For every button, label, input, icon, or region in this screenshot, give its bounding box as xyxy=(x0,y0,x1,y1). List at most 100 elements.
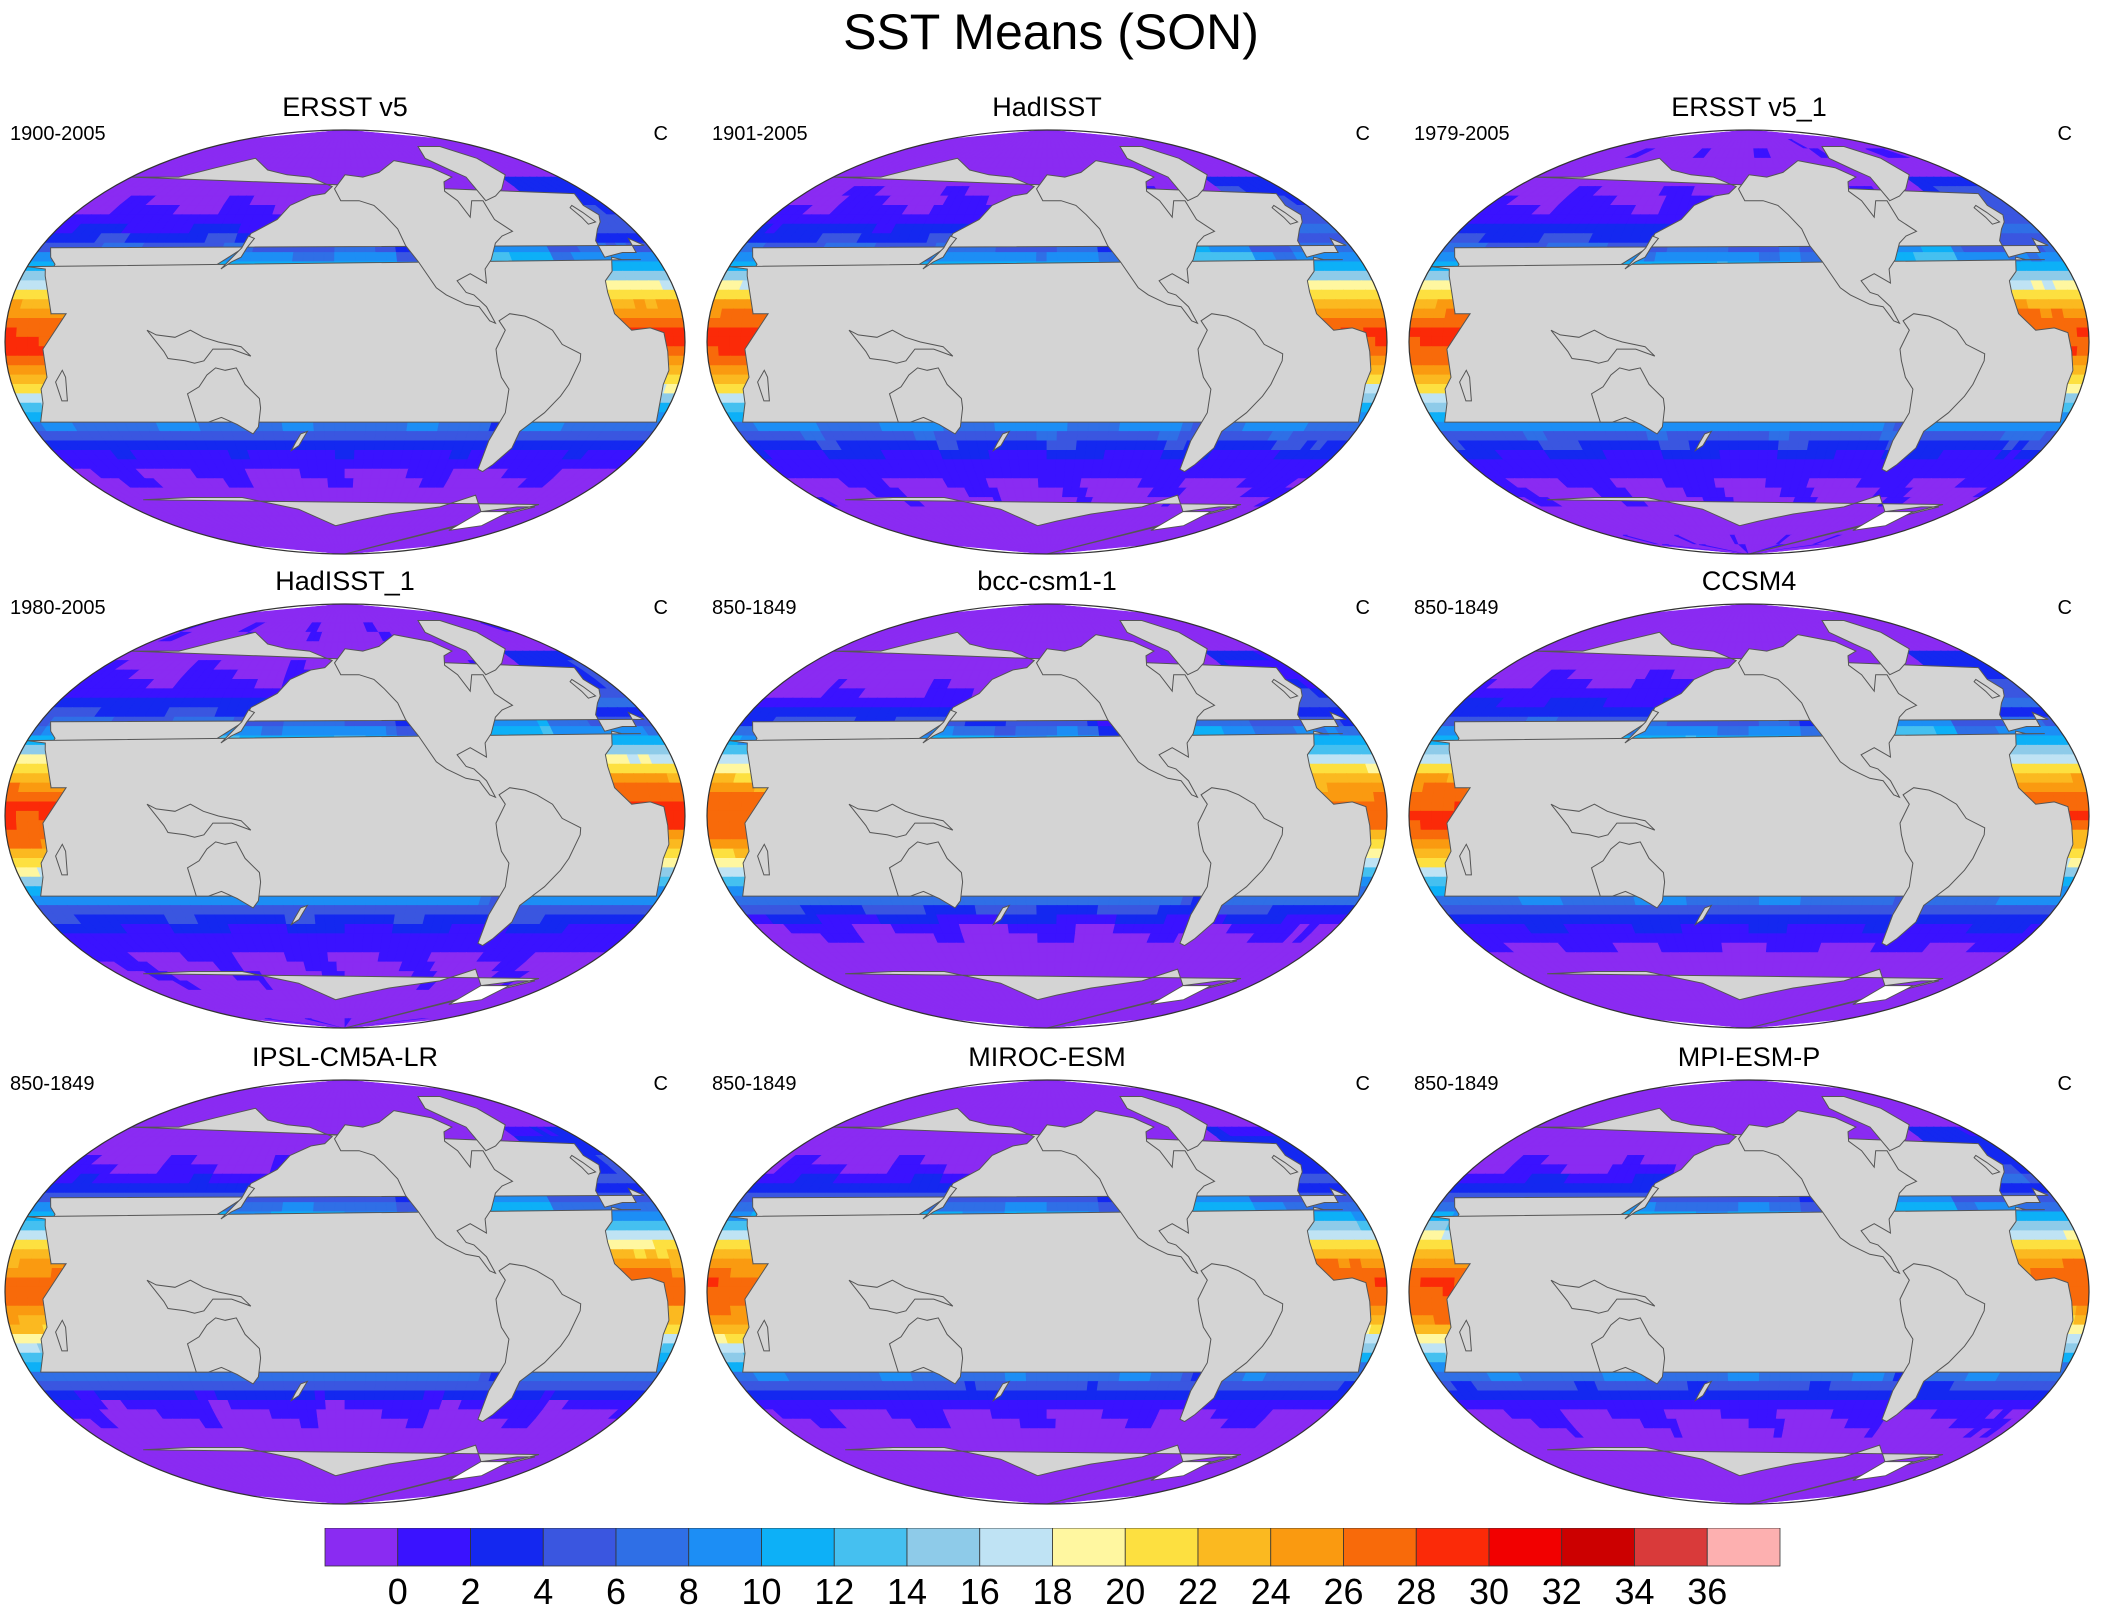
colorbar: 0 2 4 6 8 10 12 14 16 18 20 22 24 26 28 30 32 34 36 xyxy=(324,1528,1781,1612)
land-north-america xyxy=(333,160,514,325)
land-antarctica xyxy=(143,494,540,554)
land-uk xyxy=(1973,1154,2001,1175)
sst-field xyxy=(1409,604,2089,1028)
land-antarctica xyxy=(143,968,540,1028)
sst-field xyxy=(707,1080,1387,1504)
land-south-america xyxy=(1881,313,1986,473)
land-new-zealand xyxy=(290,430,309,452)
land-uk xyxy=(1973,678,2001,699)
land-south-america xyxy=(477,787,582,947)
world-map xyxy=(706,129,1388,555)
land-indonesia xyxy=(1550,803,1656,838)
land-south-america xyxy=(1179,1263,1284,1423)
sst-field xyxy=(707,130,1387,554)
world-map xyxy=(706,1079,1388,1505)
panel-units: C xyxy=(1356,1072,1370,1096)
land-africa xyxy=(729,256,1372,423)
land-greenland xyxy=(1119,146,1208,202)
sst-field xyxy=(5,130,685,554)
panel-title: MPI-ESM-P xyxy=(1404,1042,2094,1072)
colorbar-swatch xyxy=(1634,1528,1708,1567)
land-australia xyxy=(186,841,262,909)
colorbar-swatch xyxy=(761,1528,835,1567)
land-indonesia xyxy=(1550,329,1656,364)
colorbar-swatch xyxy=(1270,1528,1344,1567)
land-north-america xyxy=(1035,1110,1216,1275)
map-panel: CCSM4 850-1849 C xyxy=(1404,566,2094,1036)
colorbar-swatch xyxy=(833,1528,908,1567)
land-japan xyxy=(922,235,958,270)
land-north-america xyxy=(1737,634,1918,799)
land-madagascar xyxy=(1459,843,1472,876)
panel-period: 1900-2005 xyxy=(10,122,106,146)
land-uk xyxy=(1271,204,1299,225)
land-new-zealand xyxy=(992,1380,1011,1402)
land-indonesia xyxy=(146,1279,252,1314)
panel-units: C xyxy=(1356,596,1370,620)
land-madagascar xyxy=(757,369,770,402)
panel-title: MIROC-ESM xyxy=(702,1042,1392,1072)
colorbar-tick-label: 28 xyxy=(1396,1571,1436,1612)
panel-title: ERSST v5_1 xyxy=(1404,92,2094,122)
colorbar-tick-label: 8 xyxy=(679,1571,699,1612)
sst-field xyxy=(707,604,1387,1028)
colorbar-tick-label: 16 xyxy=(960,1571,1000,1612)
panel-period: 1901-2005 xyxy=(712,122,808,146)
land-greenland xyxy=(1119,1096,1208,1152)
world-map xyxy=(4,603,686,1029)
land-greenland xyxy=(1821,1096,1910,1152)
land-greenland xyxy=(417,146,506,202)
map-border xyxy=(706,129,1388,555)
land-antarctica xyxy=(143,1444,540,1504)
land-australia xyxy=(1590,1317,1666,1385)
land-australia xyxy=(1590,367,1666,435)
map-panel: ERSST v5 1900-2005 C xyxy=(0,92,690,562)
land-antarctic-ice xyxy=(1852,1461,1914,1481)
colorbar-swatch xyxy=(1343,1528,1417,1567)
colorbar-tick-label: 6 xyxy=(606,1571,626,1612)
land-madagascar xyxy=(1459,1319,1472,1352)
land-new-zealand xyxy=(992,430,1011,452)
panel-units: C xyxy=(2058,122,2072,146)
map-border xyxy=(706,1079,1388,1505)
land-uk xyxy=(1271,678,1299,699)
map-panel: MPI-ESM-P 850-1849 C xyxy=(1404,1042,2094,1512)
land-indonesia xyxy=(848,329,954,364)
land-antarctic-ice xyxy=(1150,985,1212,1005)
colorbar-swatch xyxy=(542,1528,617,1567)
land-japan xyxy=(220,235,256,270)
colorbar-swatch xyxy=(1052,1528,1126,1567)
colorbar-tick-label: 26 xyxy=(1323,1571,1363,1612)
colorbar-tick-label: 20 xyxy=(1105,1571,1145,1612)
land-uk xyxy=(1973,204,2001,225)
map-border xyxy=(1408,1079,2090,1505)
land-indonesia xyxy=(146,329,252,364)
land-antarctic-ice xyxy=(1150,1461,1212,1481)
colorbar-swatch xyxy=(1197,1528,1272,1567)
land-antarctica xyxy=(1547,494,1944,554)
colorbar-tick-label: 36 xyxy=(1687,1571,1727,1612)
panel-units: C xyxy=(654,1072,668,1096)
land-madagascar xyxy=(757,1319,770,1352)
colorbar-swatch xyxy=(906,1528,981,1567)
colorbar-swatch xyxy=(1415,1528,1490,1567)
panel-period: 850-1849 xyxy=(10,1072,95,1096)
colorbar-swatch xyxy=(979,1528,1053,1567)
colorbar-swatch xyxy=(1706,1528,1781,1567)
land-africa xyxy=(1431,1206,2074,1373)
land-north-america xyxy=(333,634,514,799)
colorbar-swatch xyxy=(1488,1528,1563,1567)
land-antarctic-ice xyxy=(448,511,510,531)
land-north-america xyxy=(1737,160,1918,325)
land-antarctic-ice xyxy=(1150,511,1212,531)
land-new-zealand xyxy=(1694,904,1713,926)
world-map xyxy=(706,603,1388,1029)
world-map xyxy=(4,1079,686,1505)
land-north-america xyxy=(1737,1110,1918,1275)
land-australia xyxy=(186,367,262,435)
land-japan xyxy=(922,1185,958,1220)
panel-units: C xyxy=(1356,122,1370,146)
colorbar-swatch xyxy=(615,1528,690,1567)
figure-title: SST Means (SON) xyxy=(0,0,2102,64)
map-panel: HadISST_1 1980-2005 C xyxy=(0,566,690,1036)
